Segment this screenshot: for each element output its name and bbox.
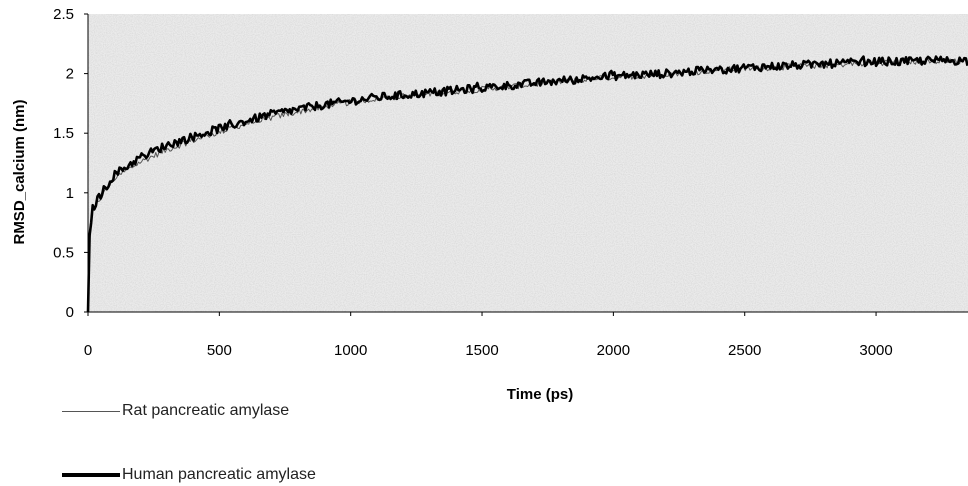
legend-swatch-rat — [62, 410, 120, 412]
x-axis-ticks: 0 500 1000 1500 2000 2500 3000 — [84, 312, 893, 359]
y-tick-label: 1 — [66, 185, 74, 202]
legend-item-rat: Rat pancreatic amylase — [62, 402, 289, 420]
x-tick-label: 1500 — [465, 342, 498, 359]
x-tick-label: 0 — [84, 342, 92, 359]
y-tick-label: 0 — [66, 304, 74, 321]
y-tick-label: 1.5 — [53, 125, 74, 142]
series-layer — [86, 55, 968, 313]
legend-item-human: Human pancreatic amylase — [62, 466, 316, 484]
plot-area-texture — [88, 14, 968, 312]
x-tick-label: 2500 — [728, 342, 761, 359]
x-tick-label: 1000 — [334, 342, 367, 359]
y-tick-label: 2 — [66, 66, 74, 83]
x-axis-title: Time (ps) — [507, 386, 573, 403]
x-tick-label: 500 — [207, 342, 232, 359]
legend-label-rat: Rat pancreatic amylase — [122, 402, 290, 419]
y-tick-label: 2.5 — [53, 6, 74, 23]
x-tick-label: 2000 — [597, 342, 630, 359]
legend-swatch-human — [62, 473, 120, 477]
y-axis-ticks: 0 0.5 1 1.5 2 2.5 — [53, 6, 88, 321]
series-line-human — [86, 55, 968, 313]
y-tick-label: 0.5 — [53, 244, 74, 261]
y-axis-title: RMSD_calcium (nm) — [11, 99, 28, 244]
x-tick-label: 3000 — [859, 342, 892, 359]
legend-label-human: Human pancreatic amylase — [122, 466, 316, 483]
